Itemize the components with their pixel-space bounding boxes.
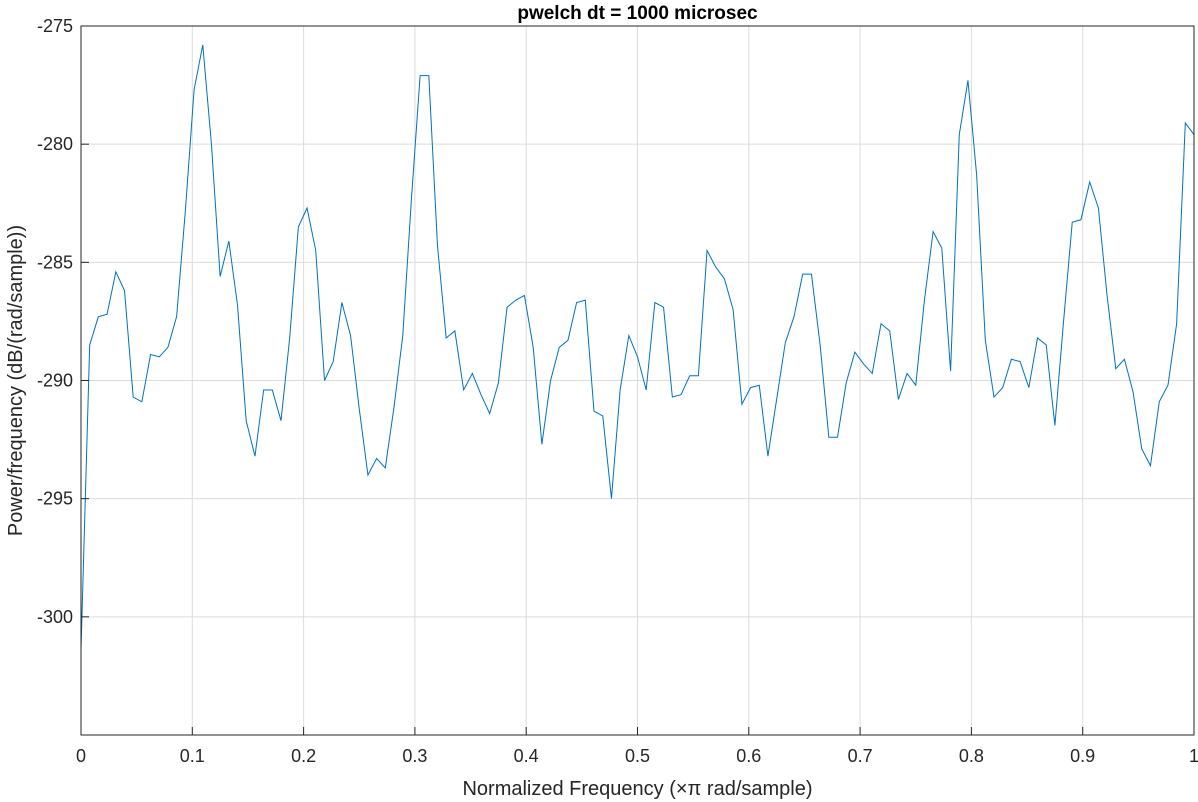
y-tick-label: -290 [37,371,73,391]
x-tick-label: 1 [1189,746,1198,766]
y-axis-ticks: -300 -295 -290 -285 -280 -275 [37,16,89,627]
x-tick-label: 0.7 [848,746,873,766]
x-tick-label: 0.2 [291,746,316,766]
series-line [80,44,1195,650]
y-tick-label: -280 [37,134,73,154]
y-tick-label: -285 [37,252,73,272]
x-tick-label: 0 [76,746,86,766]
y-tick-label: -295 [37,489,73,509]
y-axis-label: Power/frequency (dB/(rad/sample)) [5,225,27,536]
chart-title: pwelch dt = 1000 microsec [517,3,758,24]
x-tick-label: 0.8 [959,746,984,766]
x-tick-label: 0.5 [625,746,650,766]
x-tick-label: 0.4 [514,746,539,766]
y-tick-label: -300 [37,607,73,627]
x-tick-label: 0.3 [402,746,427,766]
x-tick-label: 0.9 [1070,746,1095,766]
x-tick-label: 0.6 [736,746,761,766]
y-tick-label: -275 [37,16,73,36]
x-axis-label: Normalized Frequency (×π rad/sample) [462,778,812,800]
grid [80,25,1195,735]
x-axis-ticks: 0 0.1 0.2 0.3 0.4 0.5 0.6 0.7 0.8 0.9 1 [76,727,1198,766]
x-tick-label: 0.1 [180,746,205,766]
